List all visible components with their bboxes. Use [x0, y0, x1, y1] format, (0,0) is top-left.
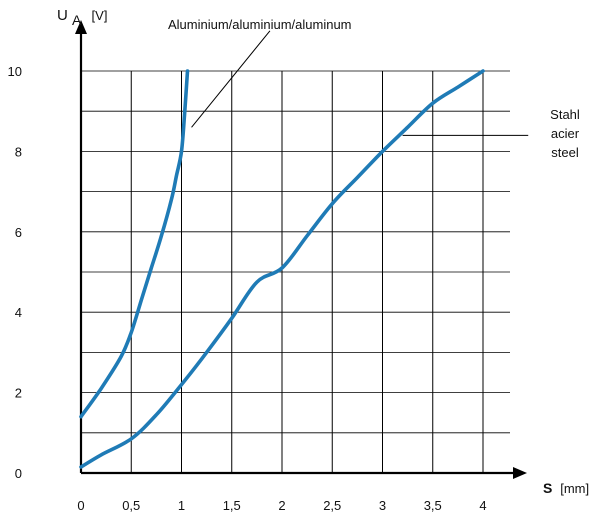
y-axis-label-main: U: [57, 7, 68, 24]
grid: [80, 70, 510, 474]
y-axis-unit: [V]: [92, 8, 108, 23]
x-axis-unit: [mm]: [560, 481, 589, 496]
x-tick-label-0: 0: [77, 498, 84, 513]
y-tick-labels: 0 2 4 6 8 10: [8, 64, 22, 481]
annotation-steel-line-1: acier: [551, 126, 580, 141]
axes: [75, 20, 527, 479]
y-tick-label-2: 4: [15, 305, 22, 320]
x-tick-label-2: 1: [178, 498, 185, 513]
y-tick-label-3: 6: [15, 225, 22, 240]
x-tick-label-8: 4: [479, 498, 486, 513]
x-tick-label-3: 1,5: [223, 498, 241, 513]
x-tick-labels: 0 0,5 1 1,5 2 2,5 3 3,5 4: [77, 498, 486, 513]
x-axis-label-main: S: [543, 480, 552, 496]
y-tick-label-4: 8: [15, 144, 22, 159]
aluminium-label-leader: [191, 30, 271, 128]
x-tick-label-7: 3,5: [424, 498, 442, 513]
x-tick-label-6: 3: [379, 498, 386, 513]
annotation-steel-line-0: Stahl: [550, 107, 580, 122]
y-tick-label-1: 2: [15, 386, 22, 401]
y-axis-arrow-icon: [75, 20, 87, 34]
annotation-aluminium: Aluminium/aluminium/aluminum: [168, 17, 352, 32]
series-line-aluminium: [79, 69, 190, 419]
y-axis-label-sub: A: [72, 12, 82, 28]
x-tick-label-4: 2: [278, 498, 285, 513]
series-line-steel: [79, 69, 485, 469]
y-tick-label-0: 0: [15, 466, 22, 481]
x-tick-label-5: 2,5: [323, 498, 341, 513]
x-axis-label: S [mm]: [543, 480, 589, 496]
y-axis-label: U A [V]: [57, 7, 107, 29]
y-tick-label-5: 10: [8, 64, 22, 79]
x-axis-arrow-icon: [513, 467, 527, 479]
annotations: Aluminium/aluminium/aluminum Stahl acier st…: [168, 17, 580, 160]
series: [79, 69, 485, 469]
annotation-steel-line-2: steel: [551, 145, 579, 160]
x-tick-label-1: 0,5: [122, 498, 140, 513]
